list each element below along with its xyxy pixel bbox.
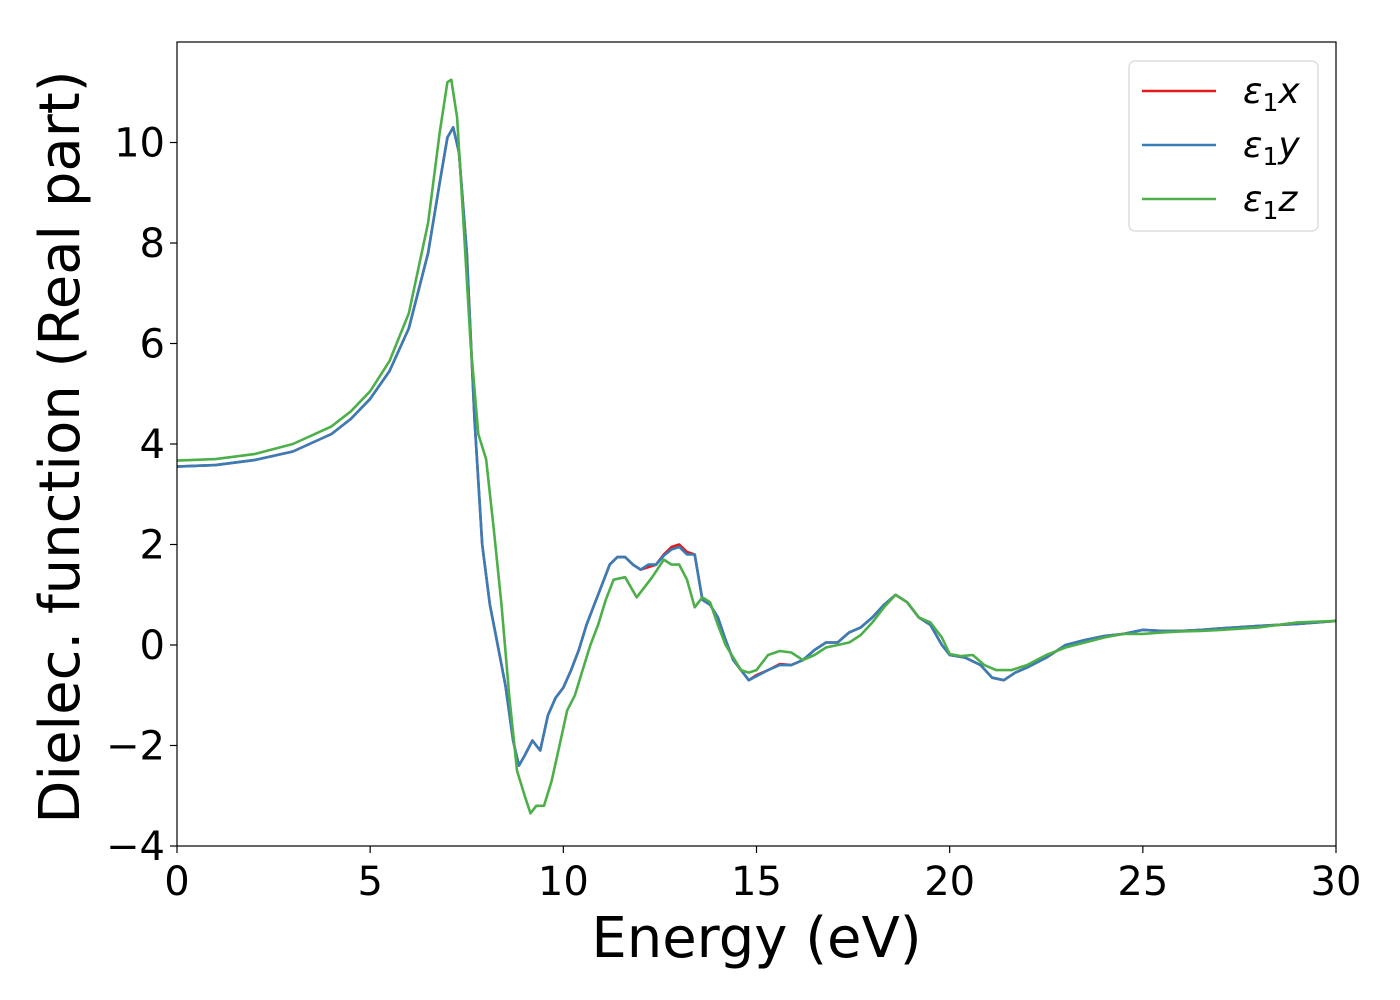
- plot-lines: [176, 78, 1337, 815]
- y-tick-label: 4: [140, 422, 165, 468]
- x-axis-label: Energy (eV): [591, 906, 921, 971]
- x-tick-label: 10: [538, 859, 589, 905]
- y-tick-label: −2: [106, 724, 165, 770]
- y-tick-label: 8: [140, 221, 165, 267]
- x-tick-label: 0: [164, 859, 189, 905]
- y-tick-label: 6: [140, 322, 165, 368]
- y-tick-label: 0: [140, 623, 165, 669]
- x-tick-label: 25: [1117, 859, 1168, 905]
- x-tick-label: 20: [924, 859, 975, 905]
- y-axis-label: Dielec. function (Real part): [28, 70, 93, 823]
- legend-label-x: ε1x: [1243, 71, 1300, 117]
- legend: ε1x ε1y ε1z: [1128, 60, 1319, 232]
- y-tick-label: −4: [106, 824, 165, 870]
- x-tick-label: 30: [1311, 859, 1362, 905]
- x-tick-label: 5: [357, 859, 382, 905]
- y-tick-label: 2: [140, 523, 165, 569]
- series-line-z: [176, 78, 1337, 815]
- legend-label-y: ε1y: [1243, 125, 1300, 171]
- legend-label-z: ε1z: [1243, 179, 1298, 225]
- x-tick-label: 15: [731, 859, 782, 905]
- legend-box: [1128, 60, 1319, 232]
- axis-ticks: 0 5 10 15 20 25 30 −4 −2 0 2 4 6 8 10: [106, 121, 1361, 906]
- y-tick-label: 10: [114, 121, 165, 167]
